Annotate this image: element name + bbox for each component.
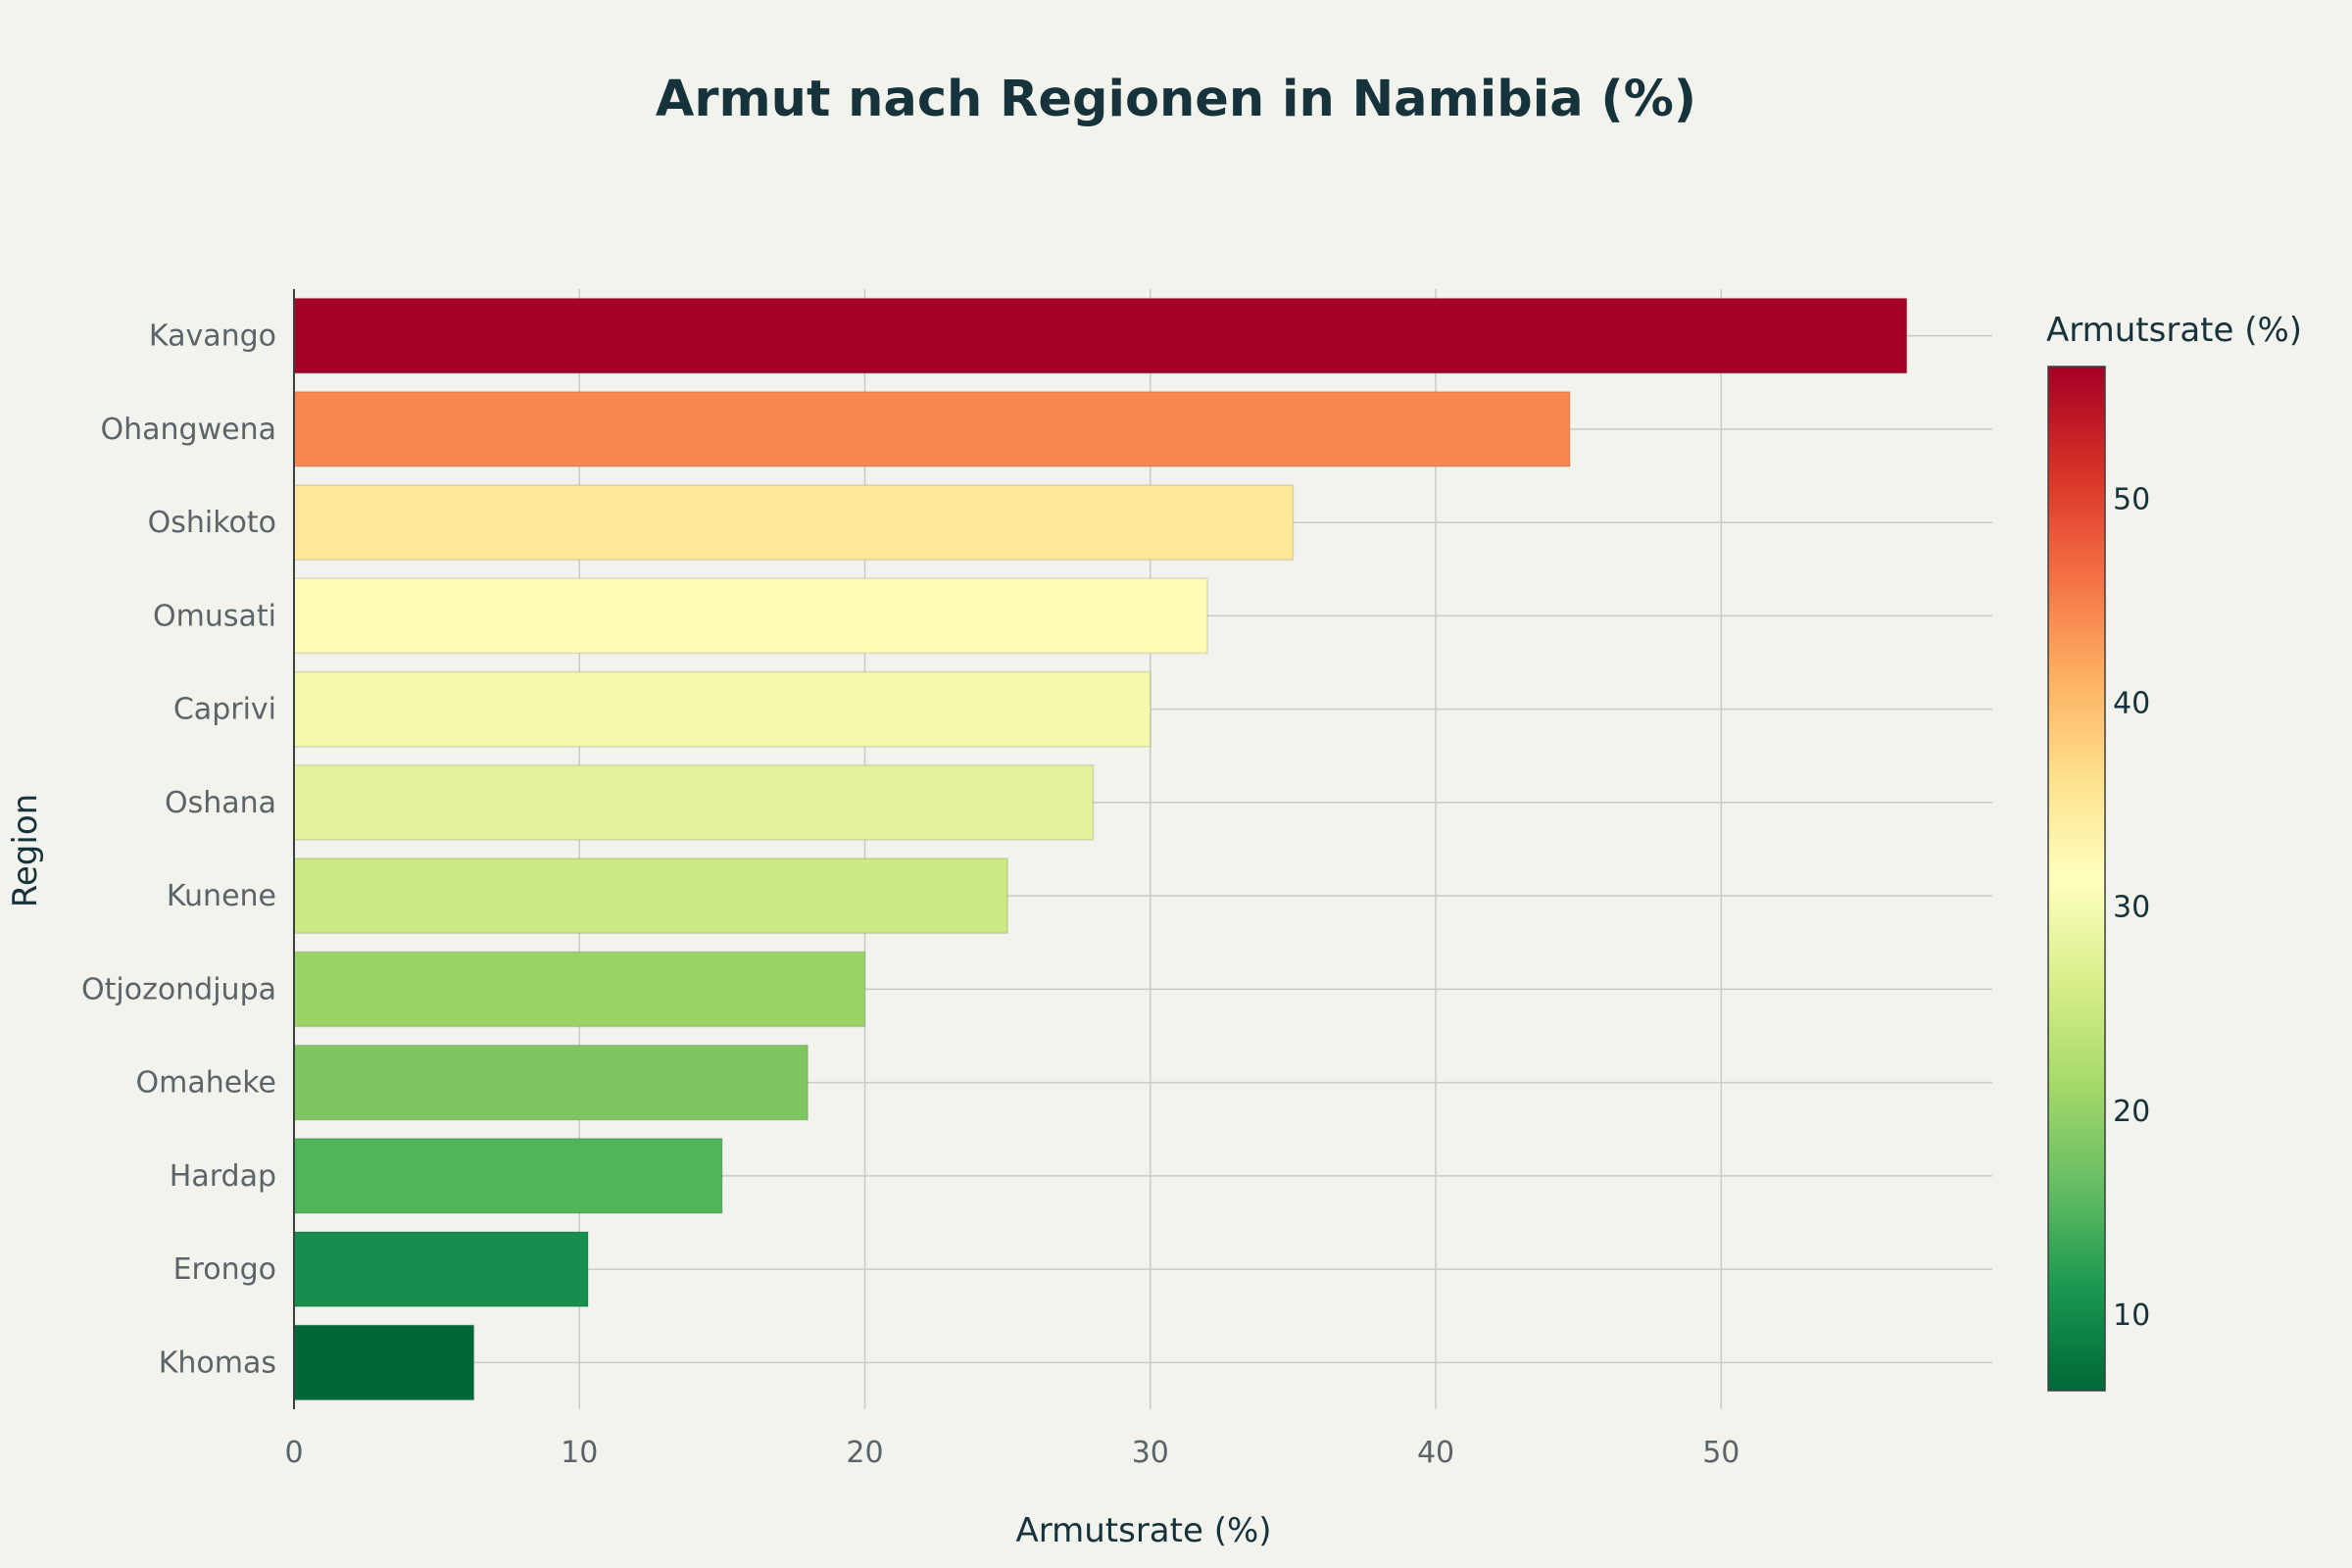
bar-oshikoto [293, 484, 1295, 561]
colorbar [2047, 366, 2106, 1392]
x-tick-label: 0 [284, 1436, 303, 1470]
colorbar-tick-label: 40 [2113, 686, 2150, 720]
bars [293, 297, 1908, 1401]
x-tick-label: 50 [1702, 1436, 1740, 1470]
bar-otjozondjupa [293, 951, 866, 1028]
x-tick-labels: 0 10 20 30 40 50 [284, 1436, 1740, 1470]
bar-omaheke [293, 1044, 809, 1121]
colorbar-tick-label: 30 [2113, 891, 2150, 925]
colorbar-tick-label: 10 [2113, 1298, 2150, 1333]
colorbar-tick-label: 20 [2113, 1095, 2150, 1129]
bar-hardap [293, 1138, 723, 1214]
y-tick-label: Omaheke [136, 1066, 276, 1101]
bar-oshana [293, 764, 1095, 841]
x-tick-label: 10 [561, 1436, 598, 1470]
chart-title: Armut nach Regionen in Namibia (%) [656, 71, 1696, 128]
y-tick-label: Ohangwena [101, 413, 276, 447]
y-tick-label: Caprivi [173, 693, 276, 727]
y-tick-label: Otjozondjupa [81, 972, 276, 1006]
x-tick-label: 40 [1417, 1436, 1454, 1470]
y-tick-label: Khomas [159, 1346, 276, 1380]
y-tick-labels: Kavango Ohangwena Oshikoto Omusati Caprivi Os… [81, 319, 276, 1381]
y-tick-label: Kunene [167, 879, 276, 913]
y-tick-label: Erongo [173, 1252, 276, 1287]
y-tick-label: Hardap [170, 1159, 276, 1194]
bar-kunene [293, 858, 1008, 934]
bar-caprivi [293, 670, 1152, 748]
x-axis-title: Armutsrate (%) [1015, 1511, 1271, 1550]
y-axis-title: Region [6, 794, 45, 907]
x-tick-label: 30 [1132, 1436, 1169, 1470]
x-tick-label: 20 [846, 1436, 883, 1470]
bar-kavango [293, 297, 1908, 374]
bar-khomas [293, 1324, 475, 1401]
y-tick-label: Oshana [165, 786, 276, 820]
bar-omusati [293, 577, 1208, 655]
y-tick-label: Omusati [153, 599, 276, 633]
colorbar-ticks: 10 20 30 40 50 [2113, 482, 2150, 1333]
y-tick-label: Kavango [149, 319, 276, 354]
bar-ohangwena [293, 391, 1571, 467]
colorbar-title: Armutsrate (%) [2046, 311, 2302, 350]
y-tick-label: Oshikoto [148, 506, 276, 540]
bar-erongo [293, 1231, 589, 1307]
colorbar-tick-label: 50 [2113, 482, 2150, 516]
